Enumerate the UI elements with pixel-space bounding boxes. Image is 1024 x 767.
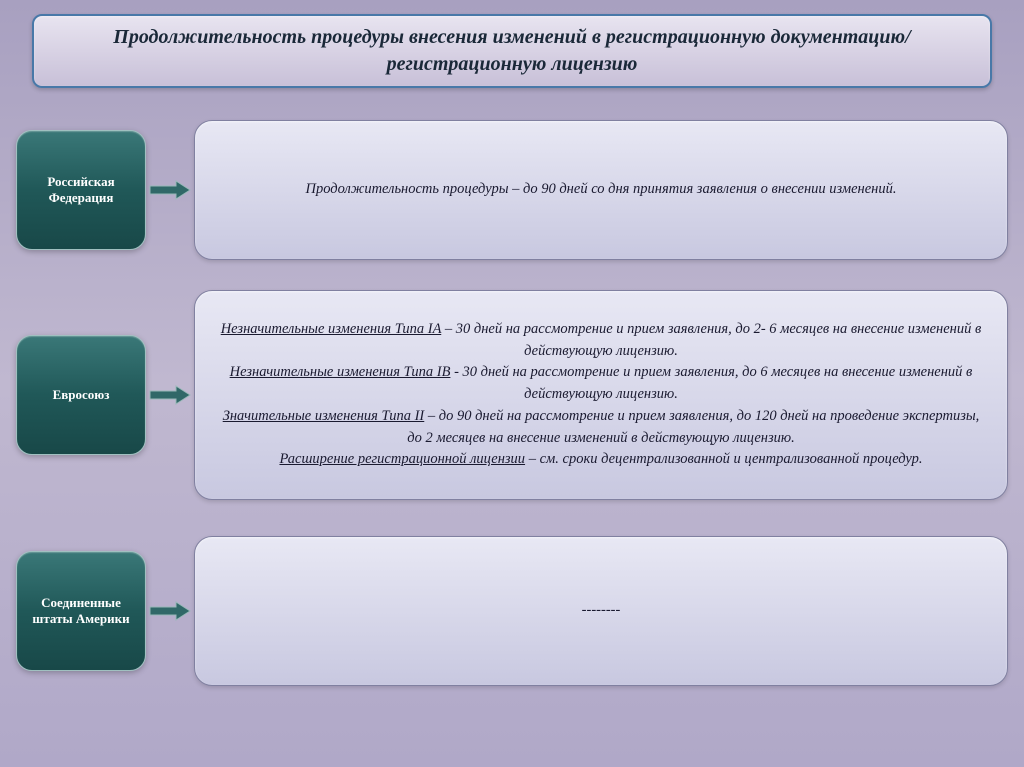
arrow-icon	[146, 384, 194, 406]
label-usa: Соединенные штаты Америки	[16, 551, 146, 671]
content-usa: --------	[194, 536, 1008, 686]
label-russia: Российская Федерация	[16, 130, 146, 250]
content-eu: Незначительные изменения Типа IA – 30 дн…	[194, 290, 1008, 500]
title-box: Продолжительность процедуры внесения изм…	[32, 14, 992, 88]
content-russia: Продолжительность процедуры – до 90 дней…	[194, 120, 1008, 260]
row-usa: Соединенные штаты Америки --------	[16, 536, 1008, 686]
arrow-icon	[146, 179, 194, 201]
title-text: Продолжительность процедуры внесения изм…	[54, 24, 970, 78]
content-text-usa: --------	[582, 600, 621, 622]
content-text-russia: Продолжительность процедуры – до 90 дней…	[306, 179, 897, 201]
arrow-icon	[146, 600, 194, 622]
row-eu: Евросоюз Незначительные изменения Типа I…	[16, 290, 1008, 500]
row-russia: Российская Федерация Продолжительность п…	[16, 120, 1008, 260]
label-eu: Евросоюз	[16, 335, 146, 455]
content-text-eu: Незначительные изменения Типа IA – 30 дн…	[219, 319, 983, 471]
